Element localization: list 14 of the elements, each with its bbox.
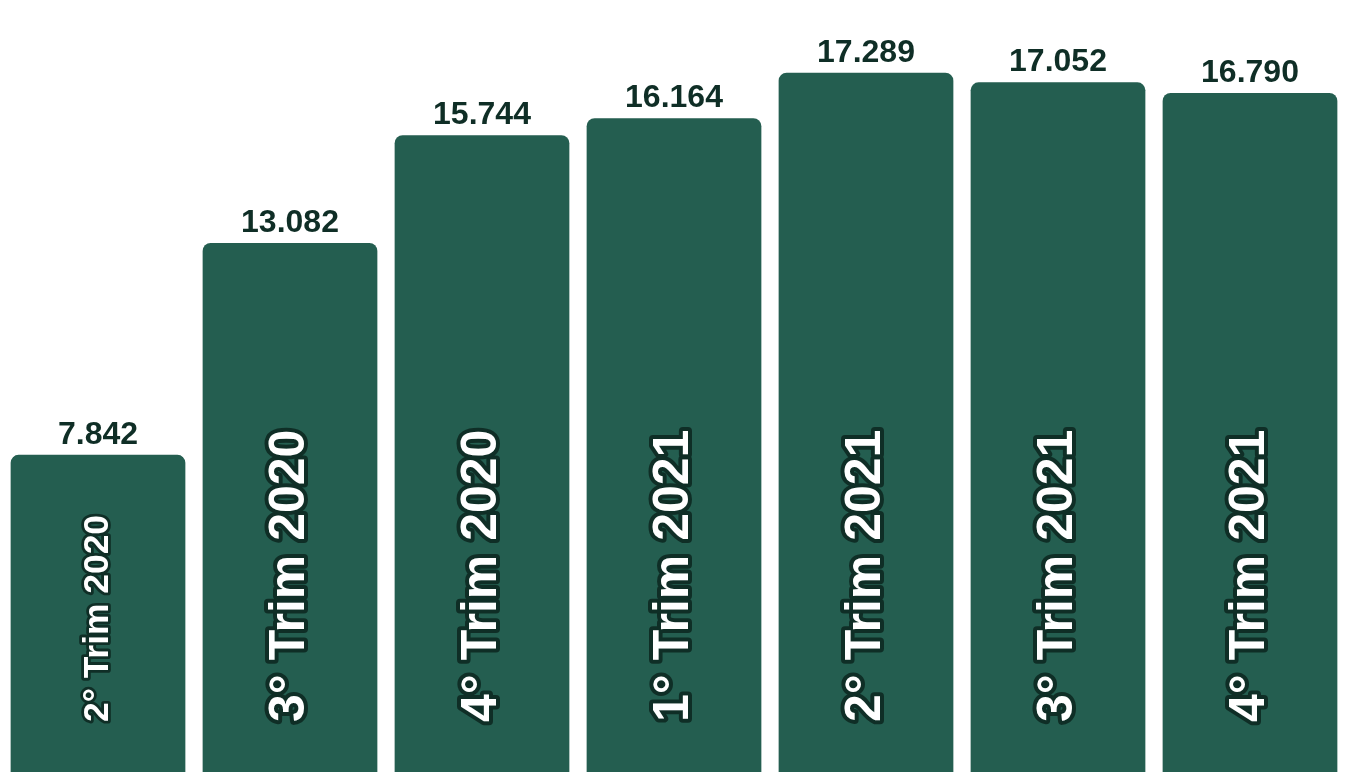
x-tick-label: 1° Trim 2021 xyxy=(642,429,699,722)
data-label: 17.289 xyxy=(817,32,915,69)
x-tick-label: 4° Trim 2021 xyxy=(1218,429,1275,722)
x-tick-label: 3° Trim 2021 xyxy=(1026,429,1083,722)
x-tick-label: 3° Trim 2020 xyxy=(258,429,315,722)
data-label: 15.744 xyxy=(433,95,532,132)
data-label: 17.052 xyxy=(1009,42,1107,79)
x-tick-label: 2° Trim 2021 xyxy=(834,429,891,722)
data-label: 13.082 xyxy=(241,202,339,239)
x-tick-label: 4° Trim 2020 xyxy=(450,429,507,722)
data-label: 16.790 xyxy=(1201,52,1299,89)
data-label: 7.842 xyxy=(57,414,139,451)
x-tick-label: 2° Trim 2020 xyxy=(75,514,116,722)
data-label: 16.164 xyxy=(625,78,724,115)
